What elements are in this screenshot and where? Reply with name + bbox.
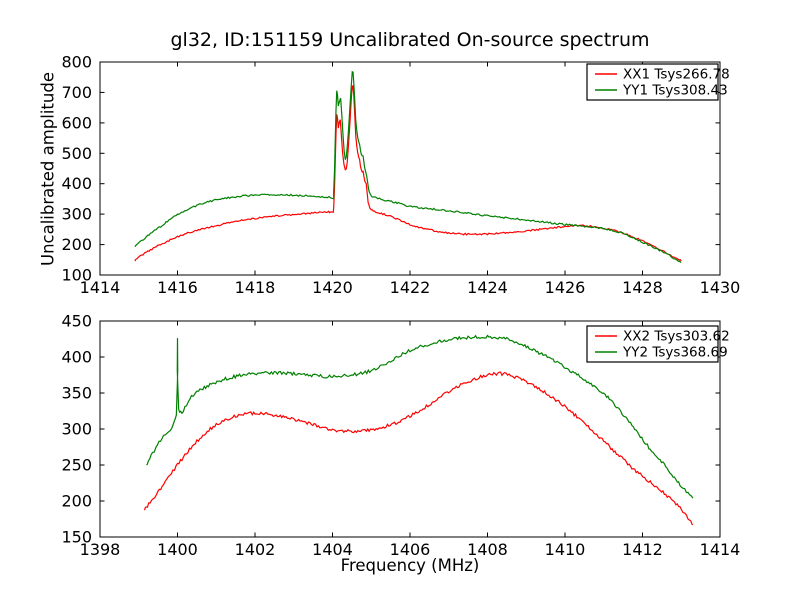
x-tick-label: 1424 [467, 278, 508, 297]
x-tick-label: 1400 [157, 540, 198, 559]
x-tick-label: 1428 [622, 278, 663, 297]
x-tick-label: 1412 [622, 540, 663, 559]
curve-yy2 [146, 334, 694, 499]
y-tick-label: 700 [61, 83, 92, 102]
x-tick-label: 1430 [700, 278, 741, 297]
y-tick-label: 250 [61, 456, 92, 475]
chart-title: gl32, ID:151159 Uncalibrated On-source s… [170, 29, 650, 51]
y-tick-label: 600 [61, 113, 92, 132]
legend-label: XX1 Tsys266.78 [623, 67, 730, 83]
x-tick-label: 1398 [80, 540, 121, 559]
y-tick-label: 300 [61, 205, 92, 224]
x-axis-label: Frequency (MHz) [340, 556, 480, 575]
x-tick-label: 1404 [312, 540, 353, 559]
y-tick-label: 300 [61, 420, 92, 439]
curve-xx1 [134, 84, 682, 262]
y-tick-label: 100 [61, 266, 92, 285]
y-tick-label: 400 [61, 348, 92, 367]
x-tick-label: 1410 [545, 540, 586, 559]
y-tick-label: 800 [61, 53, 92, 72]
y-tick-label: 200 [61, 235, 92, 254]
x-tick-label: 1414 [700, 540, 741, 559]
y-tick-label: 350 [61, 384, 92, 403]
y-tick-label: 200 [61, 492, 92, 511]
y-tick-label: 500 [61, 144, 92, 163]
x-tick-label: 1418 [235, 278, 276, 297]
y-tick-label: 150 [61, 528, 92, 547]
x-tick-label: 1402 [235, 540, 276, 559]
x-tick-label: 1420 [312, 278, 353, 297]
x-tick-label: 1408 [467, 540, 508, 559]
y-tick-label: 400 [61, 174, 92, 193]
legend-label: YY2 Tsys368.69 [622, 345, 728, 361]
x-tick-label: 1416 [157, 278, 198, 297]
curve-yy1 [134, 70, 682, 263]
curve-xx2 [143, 371, 694, 526]
x-tick-label: 1406 [390, 540, 431, 559]
legend-label: XX2 Tsys303.62 [623, 329, 730, 345]
legend-label: YY1 Tsys308.43 [622, 83, 728, 99]
x-tick-label: 1422 [390, 278, 431, 297]
x-tick-label: 1426 [545, 278, 586, 297]
legend-box [586, 325, 719, 363]
legend-box [586, 63, 719, 101]
y-tick-label: 450 [61, 312, 92, 331]
x-tick-label: 1414 [80, 278, 121, 297]
